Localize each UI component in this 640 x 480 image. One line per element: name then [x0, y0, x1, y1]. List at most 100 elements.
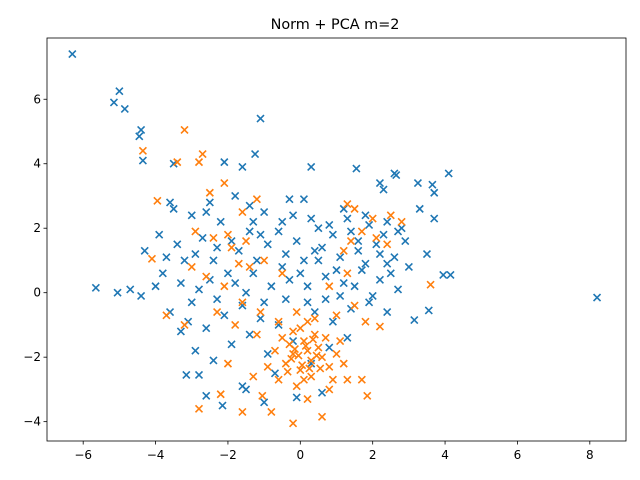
x-tick-label: 2 [369, 448, 377, 462]
data-point [220, 282, 229, 291]
x-axis: −6 −4 −2 0 2 4 6 8 [74, 441, 594, 462]
data-point [151, 282, 160, 291]
data-point [278, 262, 287, 271]
data-point [303, 317, 312, 326]
data-point [285, 195, 294, 204]
data-point [278, 269, 287, 278]
data-point [238, 382, 247, 391]
data-point [267, 282, 276, 291]
data-point [263, 349, 272, 359]
data-point [209, 356, 218, 365]
data-point [270, 369, 280, 378]
data-point [283, 367, 292, 376]
data-point [267, 407, 276, 417]
data-point [379, 230, 388, 239]
data-point [339, 359, 348, 368]
data-point [390, 253, 399, 262]
data-point [249, 372, 258, 381]
data-point [368, 214, 377, 223]
data-point [162, 311, 171, 320]
data-point [446, 270, 455, 280]
data-point [256, 230, 265, 239]
y-tick-label: −4 [23, 415, 41, 429]
data-point [205, 188, 214, 197]
data-point [162, 253, 171, 262]
data-point [281, 295, 290, 304]
data-point [169, 204, 178, 213]
data-point [375, 275, 384, 284]
data-point [285, 275, 294, 284]
data-point [299, 256, 308, 265]
data-point [251, 149, 260, 159]
data-point [332, 266, 341, 275]
data-point [260, 398, 269, 407]
data-point [113, 288, 122, 297]
data-point [231, 191, 240, 201]
data-point [220, 158, 229, 167]
data-point [135, 132, 144, 141]
data-point [343, 199, 352, 209]
data-point [180, 320, 189, 330]
data-point [231, 320, 240, 330]
x-tick-label: −2 [219, 448, 237, 462]
data-point [354, 246, 363, 255]
x-tick-label: 6 [514, 448, 522, 462]
data-point [260, 298, 269, 307]
data-point [153, 196, 162, 205]
data-point [350, 301, 359, 310]
data-point [252, 256, 261, 265]
y-axis: −4 −2 0 2 4 6 [23, 92, 47, 429]
data-point [176, 278, 185, 288]
data-point [308, 335, 318, 344]
data-point [321, 272, 330, 281]
data-point [289, 327, 298, 336]
data-point [202, 324, 211, 333]
data-point [350, 204, 359, 213]
data-point [176, 327, 185, 336]
data-point [444, 169, 453, 178]
data-point [296, 269, 305, 278]
data-point [220, 179, 229, 188]
data-point [260, 208, 269, 217]
x-tick-label: 4 [441, 448, 449, 462]
y-tick-label: −2 [23, 350, 41, 364]
data-point [301, 341, 310, 350]
data-point [392, 170, 401, 180]
data-point [209, 233, 218, 242]
data-point [336, 291, 345, 300]
data-point [352, 164, 361, 173]
data-point [202, 272, 211, 281]
data-point [296, 324, 305, 333]
data-point [317, 388, 327, 397]
y-tick-label: 2 [33, 221, 41, 235]
data-point [317, 243, 327, 252]
series-2 [138, 125, 435, 428]
data-point [310, 246, 319, 255]
data-point [307, 162, 316, 172]
data-point [316, 364, 325, 373]
data-point [401, 237, 410, 246]
data-point [397, 217, 406, 226]
data-point [241, 237, 251, 246]
data-point [303, 395, 312, 404]
data-point [292, 393, 301, 402]
data-point [270, 346, 280, 355]
data-point [180, 125, 189, 134]
data-point [173, 158, 182, 167]
data-point [158, 269, 167, 278]
data-point [317, 353, 327, 362]
data-point [372, 240, 381, 249]
data-point [289, 211, 298, 220]
data-point [422, 249, 432, 259]
data-point [249, 217, 258, 226]
data-point [245, 227, 254, 236]
data-point [361, 317, 370, 326]
data-point [361, 211, 370, 220]
data-point [263, 362, 272, 371]
data-point [191, 249, 200, 259]
data-point [393, 285, 403, 294]
data-point [202, 208, 211, 217]
data-point [213, 307, 222, 317]
chart-title: Norm + PCA m=2 [271, 17, 400, 33]
data-point [191, 227, 200, 236]
